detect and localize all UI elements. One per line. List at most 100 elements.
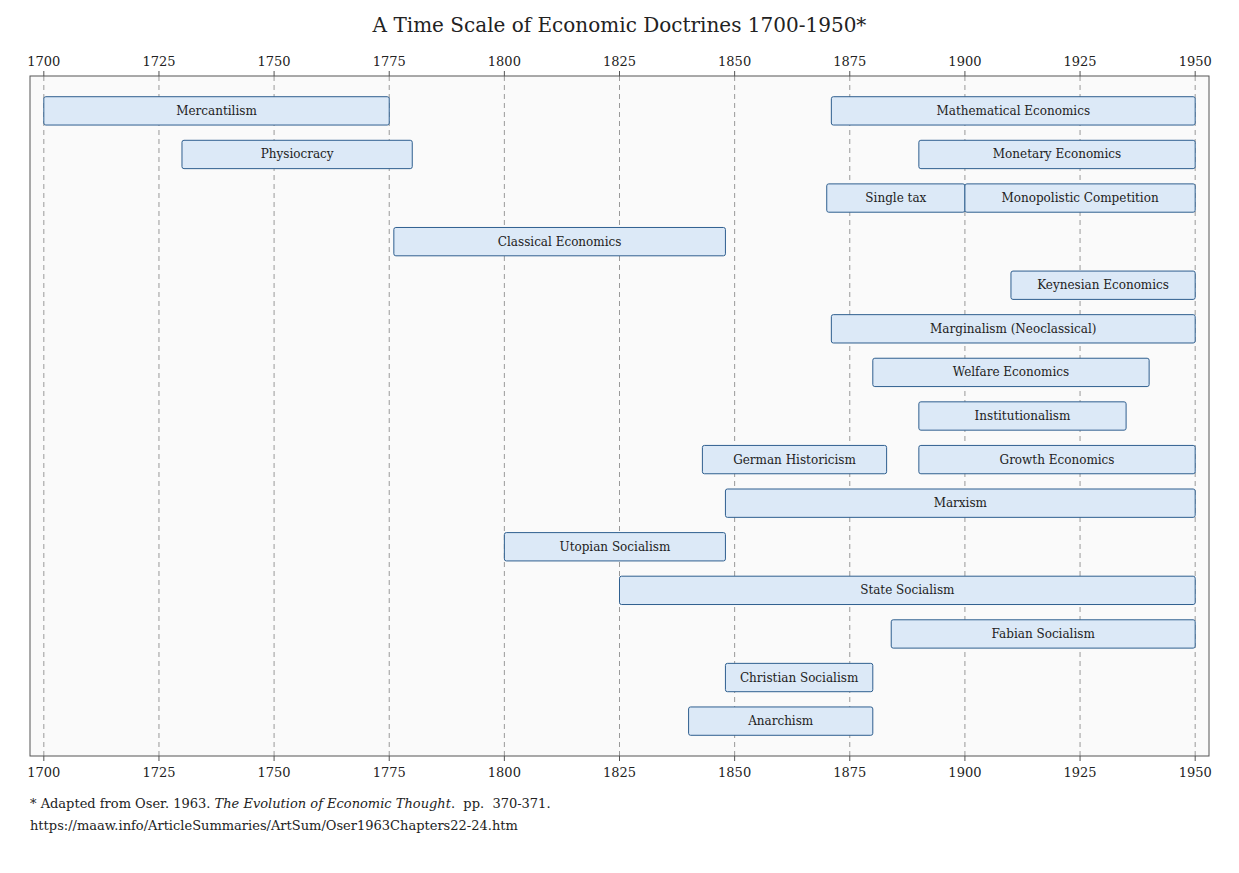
grid-line — [389, 76, 390, 756]
tick-mark — [849, 756, 850, 761]
doctrine-label: Single tax — [865, 191, 926, 205]
tick-mark — [389, 756, 390, 761]
doctrine-label: Utopian Socialism — [560, 540, 671, 554]
tick-mark — [504, 756, 505, 761]
tick-mark — [1080, 756, 1081, 761]
doctrine-box — [919, 445, 1195, 473]
grid-line — [43, 76, 44, 756]
plot-background — [30, 76, 1209, 756]
doctrine-box — [725, 663, 872, 691]
tick-label: 1900 — [948, 765, 981, 780]
chart: A Time Scale of Economic Doctrines 1700-… — [0, 0, 1239, 873]
doctrine-box — [965, 184, 1195, 212]
doctrine-label: Keynesian Economics — [1037, 278, 1169, 292]
tick-label: 1850 — [718, 765, 751, 780]
tick-mark — [43, 756, 44, 761]
doctrine-label: Fabian Socialism — [992, 627, 1096, 641]
footnote-part: . pp. 370-371. — [451, 796, 551, 811]
title: A Time Scale of Economic Doctrines 1700-… — [372, 13, 867, 37]
footnote: https://maaw.info/ArticleSummaries/ArtSu… — [30, 818, 518, 833]
footnote-part: https://maaw.info/ArticleSummaries/ArtSu… — [30, 818, 518, 833]
box-labels: Mercantilism Mathematical Economics Physio… — [176, 104, 1169, 728]
doctrine-box — [44, 97, 389, 125]
doctrine-box — [831, 315, 1195, 343]
doctrine-box — [504, 533, 725, 561]
doctrine-label: Institutionalism — [975, 409, 1071, 423]
tick-label: 1925 — [1064, 765, 1097, 780]
tick-mark — [619, 71, 620, 76]
tick-label: 1850 — [718, 54, 751, 69]
tick-label: 1900 — [948, 54, 981, 69]
doctrine-box — [919, 140, 1195, 168]
grid-line — [619, 76, 620, 756]
doctrine-box — [831, 97, 1195, 125]
x-axis: 1700170017251725175017501775177518001800… — [27, 54, 1211, 780]
doctrine-label: Christian Socialism — [740, 671, 859, 685]
tick-label: 1875 — [833, 54, 866, 69]
tick-label: 1875 — [833, 765, 866, 780]
doctrine-box — [620, 576, 1196, 604]
footnote-part: * Adapted from Oser. 1963. — [30, 796, 215, 811]
doctrine-box — [919, 402, 1126, 430]
tick-mark — [504, 71, 505, 76]
grid-line — [1195, 76, 1196, 756]
doctrine-box — [1011, 271, 1195, 299]
doctrine-box — [702, 445, 886, 473]
tick-label: 1750 — [258, 765, 291, 780]
tick-label: 1925 — [1064, 54, 1097, 69]
boxes — [44, 97, 1195, 736]
tick-mark — [1080, 71, 1081, 76]
doctrine-label: Marxism — [934, 496, 988, 510]
tick-label: 1950 — [1179, 54, 1212, 69]
grid-line — [274, 76, 275, 756]
tick-mark — [849, 71, 850, 76]
tick-label: 1825 — [603, 54, 636, 69]
doctrine-box — [891, 620, 1195, 648]
tick-label: 1775 — [373, 54, 406, 69]
doctrine-box — [873, 358, 1149, 386]
tick-label: 1950 — [1179, 765, 1212, 780]
tick-mark — [158, 756, 159, 761]
plot-frame — [30, 76, 1209, 756]
tick-mark — [389, 71, 390, 76]
grid-line — [849, 76, 850, 756]
tick-mark — [734, 756, 735, 761]
doctrine-label: German Historicism — [733, 453, 856, 467]
doctrine-label: Mathematical Economics — [936, 104, 1090, 118]
tick-mark — [734, 71, 735, 76]
tick-mark — [43, 71, 44, 76]
tick-label: 1750 — [258, 54, 291, 69]
grid — [44, 76, 1195, 756]
doctrine-box — [725, 489, 1195, 517]
doctrine-label: Growth Economics — [1000, 453, 1115, 467]
doctrine-label: Monopolistic Competition — [1001, 191, 1159, 205]
doctrine-label: Monetary Economics — [993, 147, 1121, 161]
tick-label: 1800 — [488, 765, 521, 780]
tick-label: 1700 — [27, 54, 60, 69]
tick-mark — [274, 756, 275, 761]
grid-line — [504, 76, 505, 756]
tick-mark — [964, 756, 965, 761]
doctrine-label: State Socialism — [860, 583, 955, 597]
doctrine-label: Marginalism (Neoclassical) — [930, 322, 1096, 336]
tick-mark — [964, 71, 965, 76]
doctrine-box — [827, 184, 965, 212]
tick-label: 1700 — [27, 765, 60, 780]
tick-mark — [158, 71, 159, 76]
tick-label: 1725 — [142, 54, 175, 69]
grid-line — [158, 76, 159, 756]
tick-mark — [619, 756, 620, 761]
tick-mark — [274, 71, 275, 76]
tick-label: 1800 — [488, 54, 521, 69]
doctrine-label: Classical Economics — [498, 235, 622, 249]
tick-mark — [1195, 71, 1196, 76]
doctrine-label: Mercantilism — [176, 104, 257, 118]
grid-line — [734, 76, 735, 756]
doctrine-box — [394, 227, 726, 255]
footnote-part: The Evolution of Economic Thought — [215, 796, 452, 811]
tick-label: 1825 — [603, 765, 636, 780]
doctrine-label: Anarchism — [747, 714, 814, 728]
doctrine-box — [182, 140, 412, 168]
doctrine-label: Physiocracy — [261, 147, 334, 161]
tick-label: 1725 — [142, 765, 175, 780]
